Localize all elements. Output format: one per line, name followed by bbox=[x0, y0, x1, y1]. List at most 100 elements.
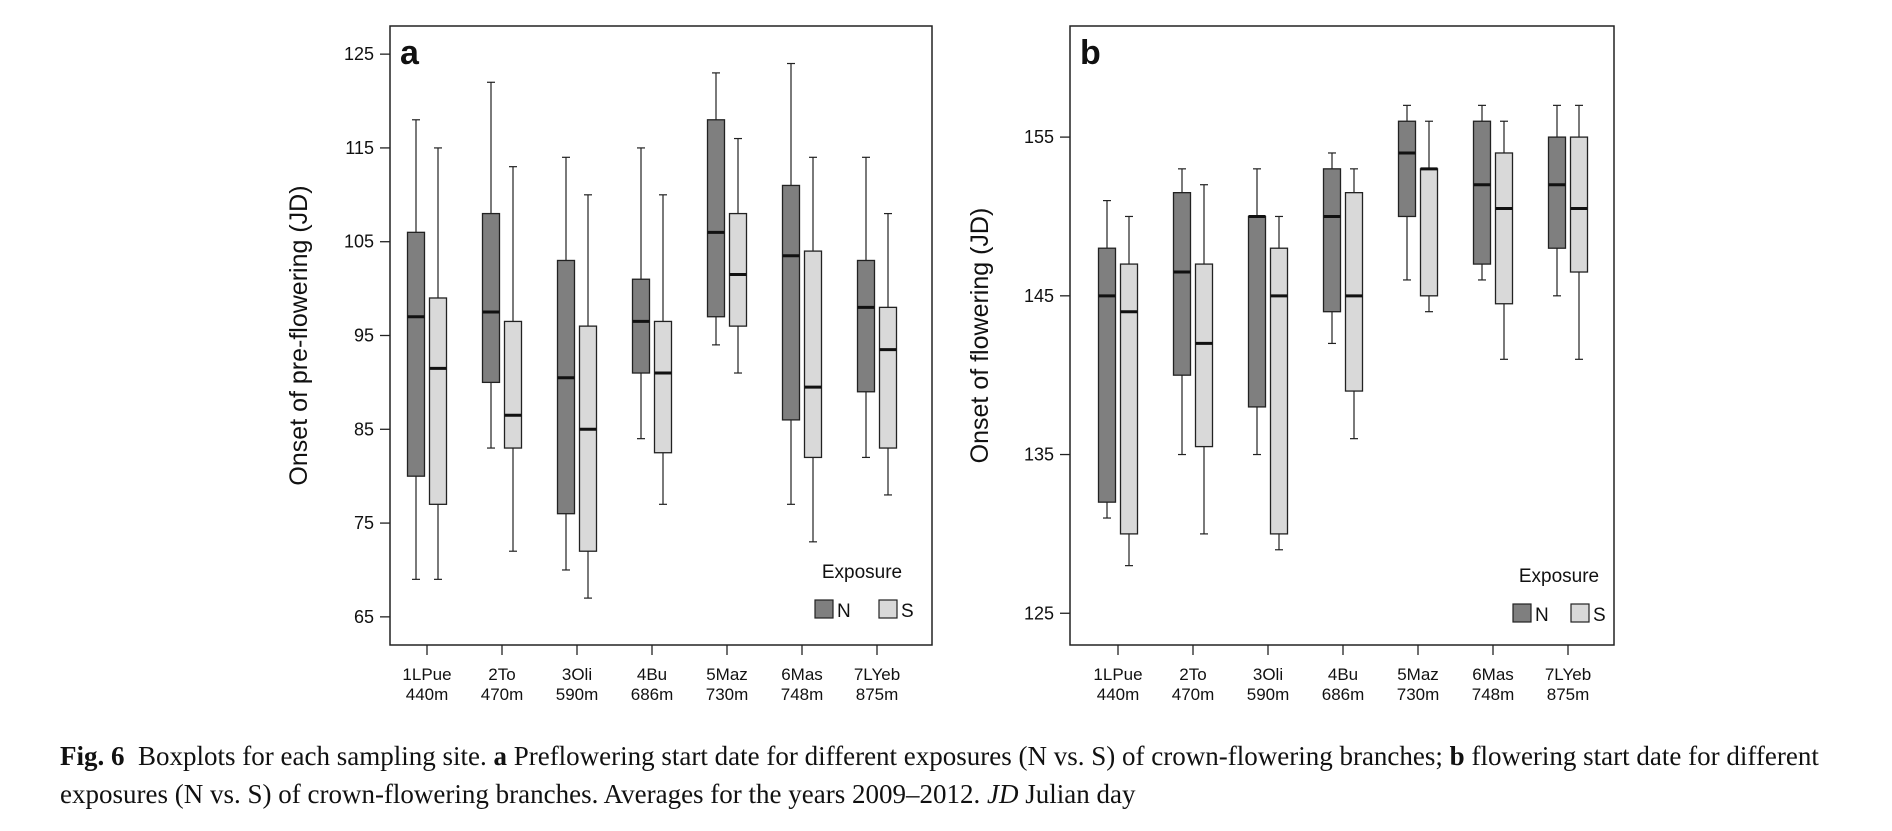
legend: Exposure N S bbox=[1512, 566, 1606, 626]
figure: a 65 75 85 95 105 115 125 Onset of pre-flowering… bbox=[285, 25, 1615, 704]
box-n bbox=[1472, 104, 1492, 281]
legend-title: Exposure bbox=[822, 562, 902, 583]
box-n bbox=[781, 62, 801, 505]
caption-fig-label: Fig. 6 bbox=[60, 741, 125, 771]
box-n bbox=[481, 81, 501, 449]
box-n bbox=[631, 147, 651, 440]
iqr-box bbox=[503, 320, 523, 449]
box-n bbox=[1097, 199, 1117, 519]
caption-part2: Preflowering start date for different ex… bbox=[513, 741, 1443, 771]
box-s bbox=[428, 147, 448, 580]
y-tick-label: 105 bbox=[344, 232, 374, 252]
iqr-box bbox=[578, 325, 598, 552]
iqr-box bbox=[803, 250, 823, 459]
box-s bbox=[1119, 215, 1139, 567]
x-tick-label-site: 5Maz bbox=[706, 665, 748, 684]
x-tick-label-site: 1LPue bbox=[402, 665, 451, 684]
legend-swatch-n bbox=[1512, 603, 1532, 623]
caption-part3: flowering start date for different expos… bbox=[60, 741, 1819, 809]
box-s bbox=[653, 194, 673, 505]
box-s bbox=[1569, 104, 1589, 360]
y-axis-label: Onset of flowering (JD) bbox=[966, 208, 994, 464]
iqr-box bbox=[1547, 136, 1567, 249]
legend: Exposure N S bbox=[814, 562, 914, 622]
iqr-box bbox=[728, 212, 748, 327]
panel-label: a bbox=[400, 34, 420, 72]
x-tick-label-elevation: 875m bbox=[856, 685, 899, 704]
x-tick-label-site: 3Oli bbox=[1253, 665, 1283, 684]
y-tick-label: 95 bbox=[354, 326, 374, 346]
x-tick-label-site: 2To bbox=[488, 665, 515, 684]
iqr-box bbox=[878, 306, 898, 449]
box-n bbox=[1172, 168, 1192, 456]
y-tick-label: 125 bbox=[1024, 603, 1054, 623]
box-n bbox=[856, 156, 876, 459]
legend-label-n: N bbox=[837, 601, 851, 622]
box-n bbox=[1397, 104, 1417, 281]
iqr-box bbox=[1172, 192, 1192, 376]
caption-a-label: a bbox=[493, 741, 507, 771]
x-tick-label-site: 4Bu bbox=[637, 665, 667, 684]
y-tick-label: 75 bbox=[354, 513, 374, 533]
iqr-box bbox=[481, 212, 501, 384]
box-n bbox=[1247, 168, 1267, 456]
x-tick-label-site: 6Mas bbox=[1472, 665, 1514, 684]
x-tick-label-site: 4Bu bbox=[1328, 665, 1358, 684]
iqr-box bbox=[1344, 192, 1364, 392]
box-s bbox=[1194, 184, 1214, 535]
x-tick-label-site: 2To bbox=[1179, 665, 1206, 684]
x-tick-label-site: 7LYeb bbox=[1545, 665, 1591, 684]
x-tick-label-elevation: 686m bbox=[631, 685, 674, 704]
x-tick-label-site: 6Mas bbox=[781, 665, 823, 684]
x-tick-label-elevation: 730m bbox=[1397, 685, 1440, 704]
iqr-box bbox=[1097, 247, 1117, 503]
caption-part1: Boxplots for each sampling site. bbox=[138, 741, 487, 771]
y-axis-label: Onset of pre-flowering (JD) bbox=[285, 185, 313, 485]
x-tick-label-elevation: 590m bbox=[556, 685, 599, 704]
iqr-box bbox=[1472, 120, 1492, 265]
caption-b-label: b bbox=[1449, 741, 1465, 771]
iqr-box bbox=[631, 278, 651, 374]
iqr-box bbox=[1419, 168, 1439, 297]
legend-label-s: S bbox=[901, 601, 914, 622]
legend-swatch-n bbox=[814, 599, 834, 619]
plot-frame bbox=[1069, 25, 1615, 646]
x-tick-label-elevation: 748m bbox=[1472, 685, 1515, 704]
x-tick-label-elevation: 590m bbox=[1247, 685, 1290, 704]
x-tick-label-site: 3Oli bbox=[562, 665, 592, 684]
caption-jd-label: JD bbox=[987, 779, 1019, 809]
y-tick-label: 135 bbox=[1024, 445, 1054, 465]
x-tick-label-elevation: 470m bbox=[1172, 685, 1215, 704]
iqr-box bbox=[856, 259, 876, 393]
box-s bbox=[1269, 215, 1289, 551]
x-tick-label-elevation: 686m bbox=[1322, 685, 1365, 704]
y-tick-label: 85 bbox=[354, 419, 374, 439]
x-tick-label-site: 5Maz bbox=[1397, 665, 1439, 684]
y-tick-label: 145 bbox=[1024, 286, 1054, 306]
iqr-box bbox=[1322, 168, 1342, 313]
legend-swatch-s bbox=[1570, 603, 1590, 623]
x-tick-label-elevation: 470m bbox=[481, 685, 524, 704]
x-tick-label-site: 1LPue bbox=[1093, 665, 1142, 684]
iqr-box bbox=[1247, 215, 1267, 408]
x-tick-label-elevation: 730m bbox=[706, 685, 749, 704]
figure-caption: Fig. 6 Boxplots for each sampling site. … bbox=[60, 737, 1850, 813]
iqr-box bbox=[653, 320, 673, 454]
box-s bbox=[503, 166, 523, 552]
x-tick-label-site: 7LYeb bbox=[854, 665, 900, 684]
iqr-box bbox=[1494, 152, 1514, 305]
box-n bbox=[706, 72, 726, 346]
legend-title: Exposure bbox=[1519, 566, 1599, 587]
box-s bbox=[1494, 120, 1514, 360]
legend-label-s: S bbox=[1593, 605, 1606, 626]
panel-b: b 125 135 145 155 Onset of flowering (JD) 1LPu… bbox=[966, 25, 1615, 704]
iqr-box bbox=[1269, 247, 1289, 535]
y-tick-label: 115 bbox=[345, 138, 374, 158]
box-n bbox=[406, 119, 426, 580]
y-tick-label: 125 bbox=[344, 44, 374, 64]
box-s bbox=[578, 194, 598, 599]
box-s bbox=[1419, 120, 1439, 313]
caption-part4: Julian day bbox=[1025, 779, 1136, 809]
panel-a: a 65 75 85 95 105 115 125 Onset of pre-flowering… bbox=[285, 25, 933, 704]
x-tick-label-elevation: 440m bbox=[1097, 685, 1140, 704]
